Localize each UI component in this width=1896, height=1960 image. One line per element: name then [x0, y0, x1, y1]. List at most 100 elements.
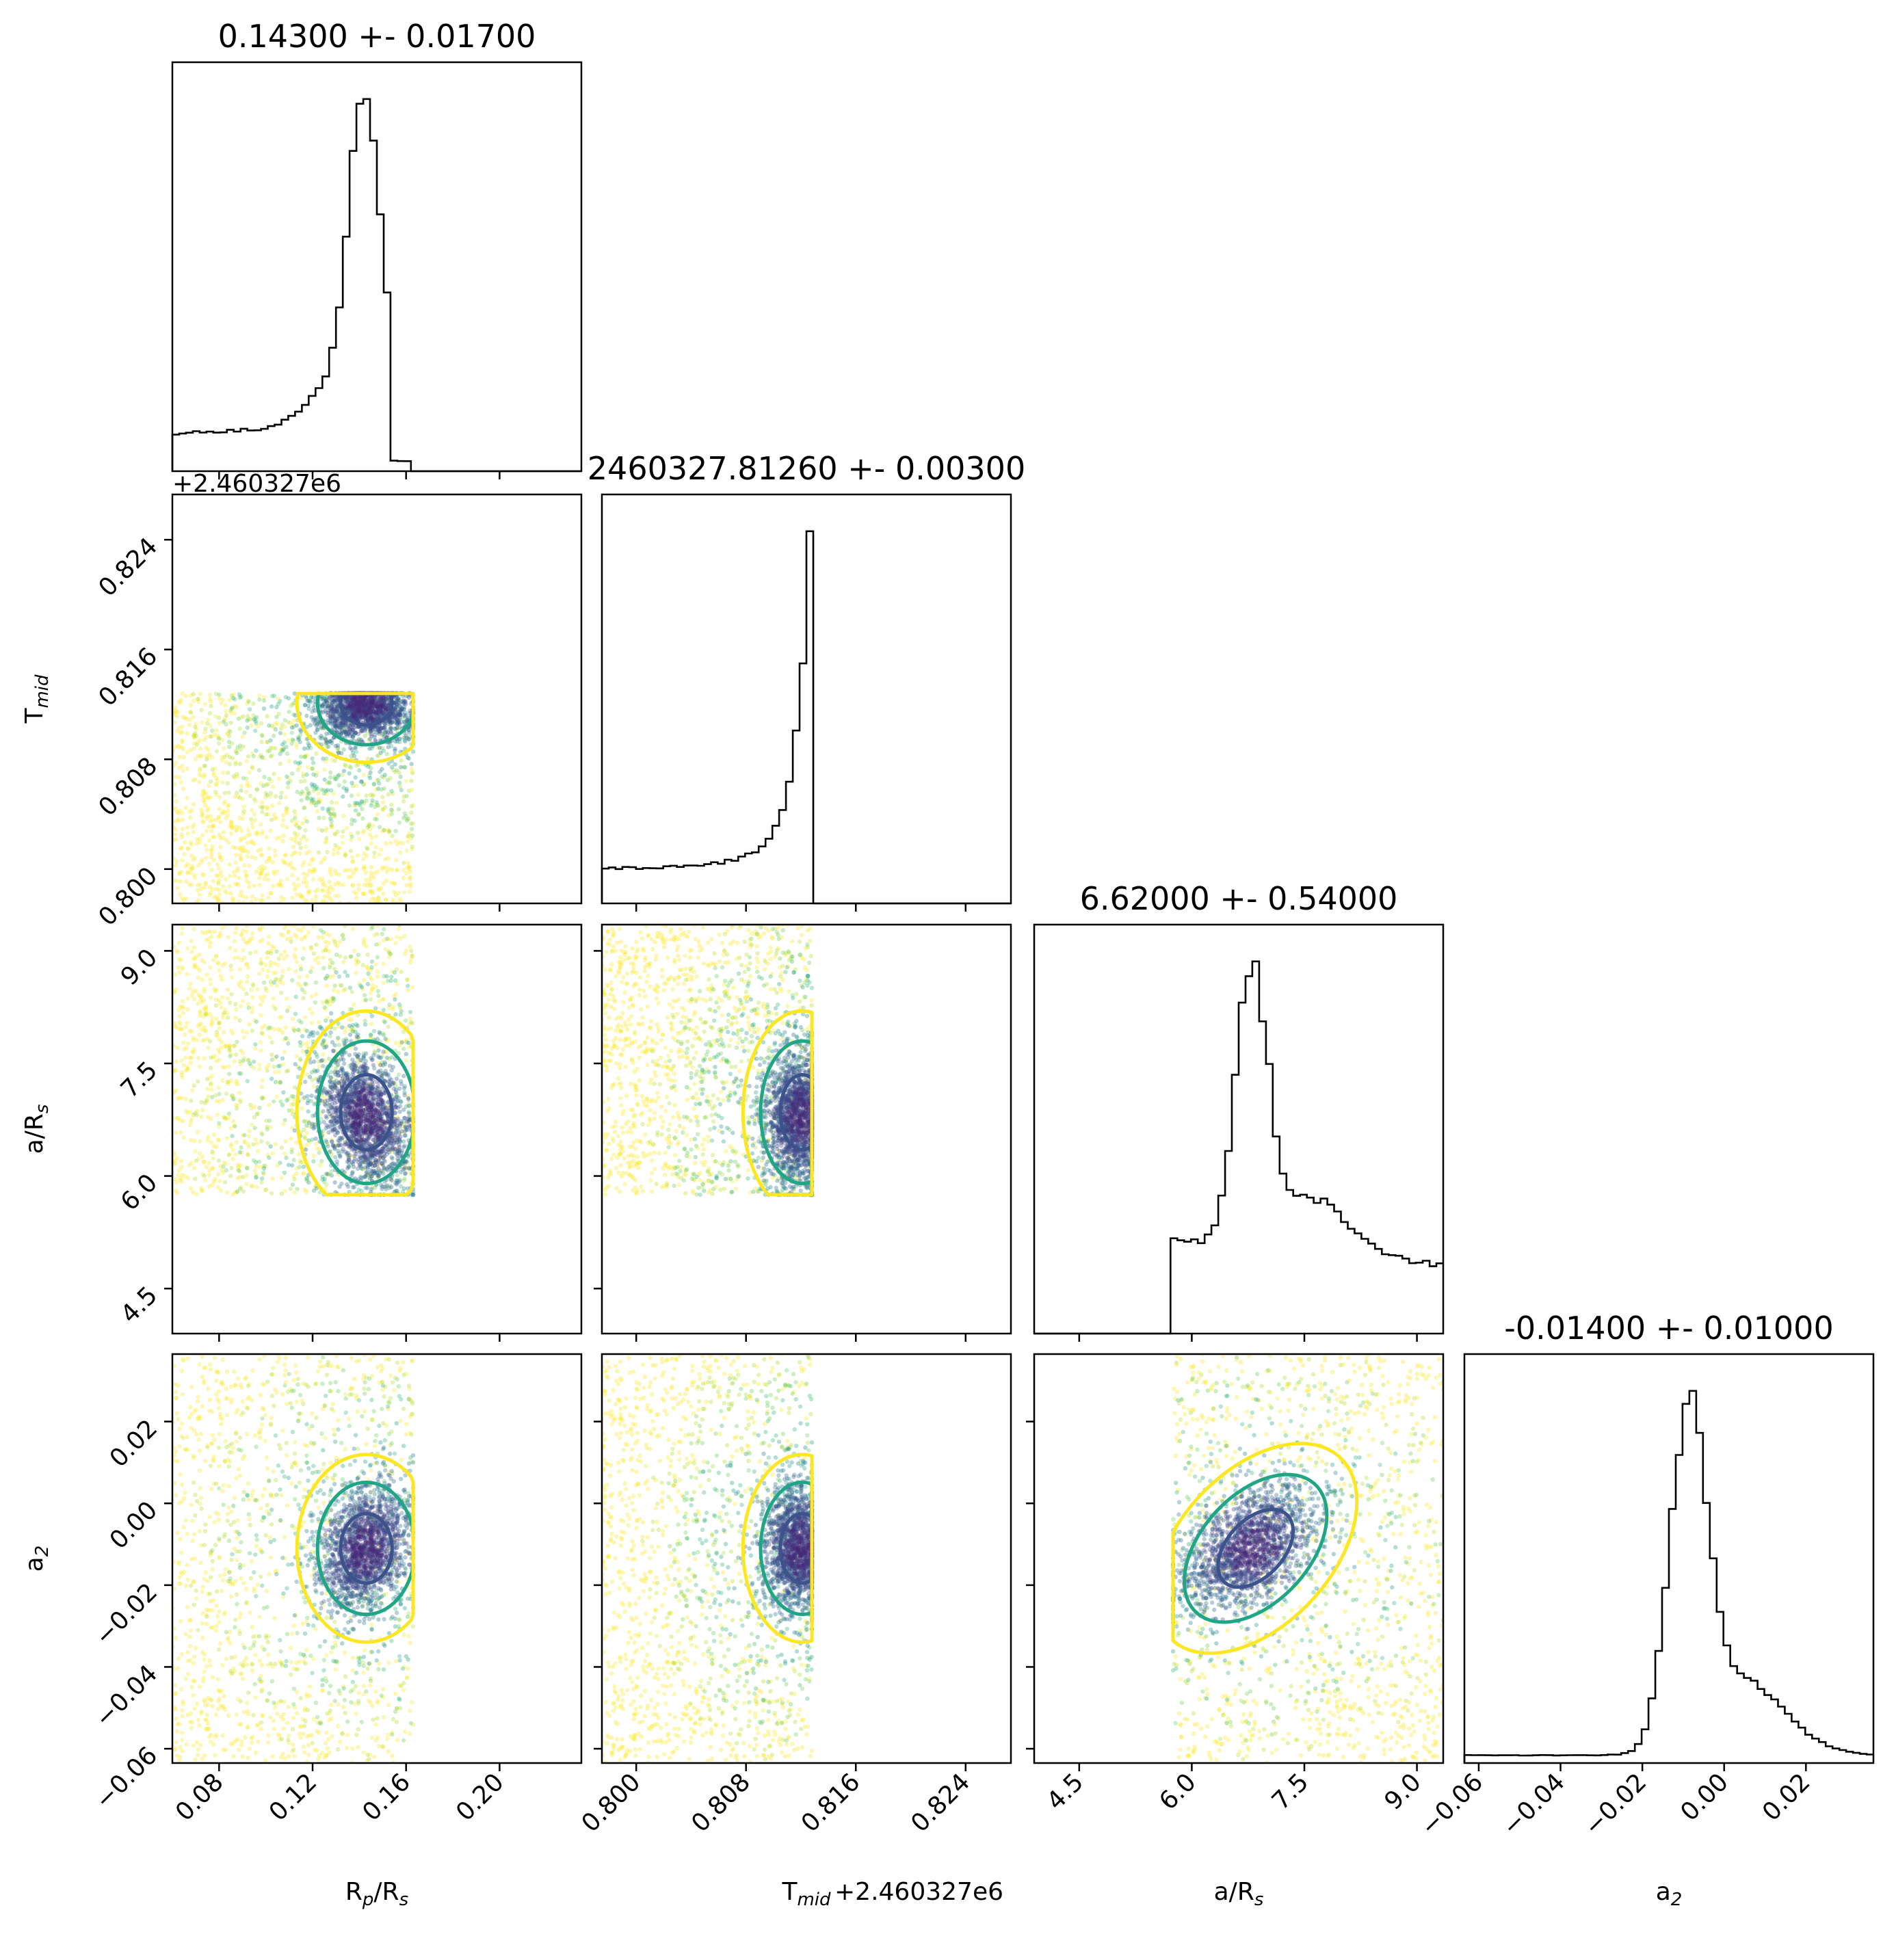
sample-point	[365, 702, 370, 706]
sample-point	[216, 815, 221, 821]
sample-point	[364, 853, 369, 858]
sample-point	[280, 838, 285, 844]
sample-point	[215, 898, 220, 903]
sample-point	[298, 791, 303, 797]
sample-point	[395, 697, 401, 702]
sample-point	[366, 698, 371, 702]
sample-point	[306, 930, 311, 935]
sample-point	[369, 719, 373, 724]
sample-point	[256, 724, 261, 729]
sample-point	[179, 931, 185, 936]
sample-point	[332, 708, 337, 713]
sample-point	[331, 698, 336, 702]
sample-point	[263, 865, 267, 871]
sample-point	[294, 723, 299, 728]
sample-point	[369, 801, 375, 806]
sample-point	[209, 1081, 213, 1086]
sample-point	[352, 702, 356, 707]
sample-point	[283, 1139, 288, 1144]
sample-point	[383, 946, 388, 952]
sample-point	[337, 783, 341, 788]
sample-point	[384, 936, 389, 941]
sample-point	[254, 787, 259, 792]
sample-point	[280, 969, 285, 974]
sample-point	[224, 1167, 228, 1173]
sample-point	[382, 927, 386, 931]
sample-point	[361, 697, 366, 702]
sample-point	[389, 765, 395, 769]
sample-point	[382, 775, 386, 780]
sample-point	[329, 898, 334, 903]
sample-point	[226, 1015, 231, 1020]
sample-point	[360, 715, 366, 720]
sample-point	[228, 698, 233, 702]
sample-point	[298, 845, 303, 850]
sample-point	[261, 698, 267, 703]
sample-point	[369, 871, 373, 875]
sample-point	[362, 851, 367, 856]
sample-point	[363, 708, 368, 713]
sample-point	[262, 994, 267, 999]
sample-point	[307, 1074, 313, 1080]
sample-point	[233, 860, 238, 865]
sample-point	[380, 699, 384, 704]
sample-point	[224, 890, 230, 895]
sample-point	[323, 741, 328, 746]
sample-point	[361, 866, 366, 871]
sample-point	[347, 707, 352, 713]
sample-point	[228, 819, 234, 824]
sample-point	[397, 737, 402, 741]
sample-point	[331, 851, 336, 857]
sample-point	[284, 745, 289, 750]
sample-point	[302, 875, 307, 881]
sample-point	[245, 718, 250, 723]
sample-point	[206, 806, 211, 811]
sample-point	[326, 704, 330, 708]
sample-point	[189, 853, 194, 858]
sample-point	[221, 1164, 226, 1169]
sample-point	[198, 1139, 202, 1144]
sample-point	[378, 709, 383, 715]
panel-tmid-tmid	[601, 493, 1012, 912]
sample-point	[251, 754, 256, 758]
sample-point	[217, 968, 222, 973]
sample-point	[310, 756, 315, 761]
sample-point	[192, 945, 196, 950]
sample-point	[354, 703, 358, 708]
sample-point	[199, 1027, 204, 1032]
sample-point	[369, 703, 374, 708]
sample-point	[298, 727, 303, 732]
sample-point	[263, 791, 268, 796]
sample-point	[291, 1102, 296, 1107]
sample-point	[365, 710, 370, 715]
sample-point	[332, 939, 337, 944]
sample-point	[393, 704, 398, 709]
sample-point	[269, 1076, 274, 1081]
sample-point	[319, 1158, 324, 1164]
sample-point	[304, 851, 309, 856]
sample-point	[188, 1138, 194, 1143]
sample-point	[185, 946, 190, 951]
sample-point	[332, 776, 337, 782]
sample-point	[312, 782, 317, 788]
sample-point	[206, 1046, 211, 1050]
sample-point	[257, 1062, 262, 1067]
sample-point	[210, 767, 215, 772]
sample-point	[333, 724, 338, 729]
sample-point	[220, 995, 225, 1000]
sample-point	[274, 1054, 279, 1059]
sample-point	[395, 1173, 399, 1178]
sample-point	[399, 699, 404, 704]
sample-point	[297, 975, 302, 980]
sample-point	[373, 715, 378, 720]
sample-point	[319, 787, 324, 792]
sample-point	[336, 704, 341, 710]
sample-point	[249, 1183, 254, 1189]
sample-point	[210, 817, 215, 822]
sample-point	[205, 757, 209, 762]
sample-point	[380, 713, 385, 718]
sample-point	[399, 707, 404, 712]
sample-point	[308, 944, 314, 950]
sample-point	[209, 851, 214, 857]
sample-point	[278, 761, 283, 767]
